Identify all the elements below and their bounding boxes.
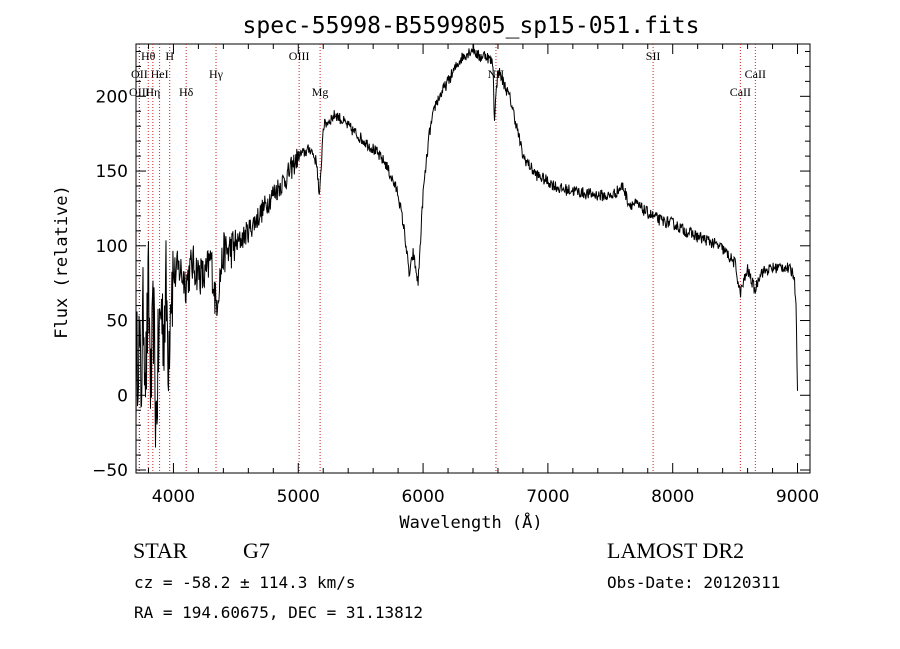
x-axis-label: Wavelength (Å)	[399, 511, 542, 533]
marker-label: OIII	[129, 85, 150, 99]
x-tick-label: 8000	[651, 487, 694, 507]
y-tick-label: 50	[106, 312, 128, 332]
object-class: STAR	[133, 538, 188, 563]
plot-frame	[135, 43, 811, 474]
x-tick-label: 9000	[776, 487, 819, 507]
marker-label: SII	[646, 49, 661, 63]
marker-label: H	[165, 49, 174, 63]
marker-label: HeI	[151, 67, 169, 81]
marker-label: Mg	[312, 85, 329, 99]
obs-date: Obs-Date: 20120311	[607, 573, 781, 592]
survey-name: LAMOST DR2	[607, 538, 745, 563]
velocity-readout: cz = -58.2 ± 114.3 km/s	[134, 573, 356, 592]
spectrum-line	[135, 43, 798, 448]
marker-label: Hθ	[141, 49, 156, 63]
y-axis-label: Flux (relative)	[52, 185, 72, 339]
x-tick-label: 7000	[526, 487, 569, 507]
x-tick-label: 4000	[152, 487, 195, 507]
y-tick-label: −50	[92, 461, 128, 481]
chart-title: spec-55998-B5599805_sp15-051.fits	[243, 13, 700, 39]
coordinates-readout: RA = 194.60675, DEC = 31.13812	[134, 603, 423, 622]
plot-frame-group	[135, 43, 811, 474]
marker-label: Hη	[145, 85, 160, 99]
spectrum-series-group	[135, 43, 798, 448]
y-tick-label: 150	[96, 162, 128, 182]
marker-label: Hδ	[179, 85, 194, 99]
x-tick-label: 6000	[401, 487, 444, 507]
marker-label: CaII	[730, 85, 751, 99]
object-subclass: G7	[243, 538, 270, 563]
y-tick-label: 100	[96, 237, 128, 257]
marker-label: CaII	[745, 67, 766, 81]
y-tick-label: 200	[96, 87, 128, 107]
y-tick-label: 0	[117, 386, 128, 406]
x-tick-label: 5000	[277, 487, 320, 507]
axis-ticks-group: 4000 5000 6000 7000 8000 9000 −50 0 50 100 150 200	[92, 44, 819, 507]
marker-label: Hγ	[209, 67, 224, 81]
marker-label: OIII	[289, 49, 310, 63]
